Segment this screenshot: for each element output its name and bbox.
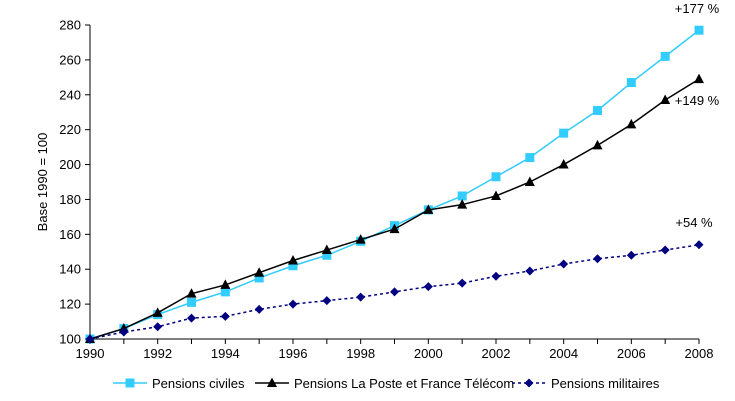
- data-point: [626, 118, 637, 129]
- data-point: [355, 234, 366, 244]
- data-point: [559, 259, 569, 269]
- y-tick-label: 120: [59, 297, 81, 312]
- data-point: [220, 287, 230, 297]
- data-point: [491, 172, 501, 182]
- data-point: [524, 176, 535, 186]
- data-point: [153, 322, 163, 332]
- y-tick-label: 100: [59, 332, 81, 347]
- legend-item: Pensions La Poste et France Télécom: [255, 376, 514, 391]
- data-point: [423, 204, 434, 214]
- x-tick-label: 1992: [143, 346, 172, 361]
- data-point: [626, 78, 636, 88]
- data-point: [288, 299, 298, 309]
- data-point: [186, 288, 197, 298]
- series-2: [85, 240, 704, 344]
- y-tick-label: 260: [59, 52, 81, 67]
- data-point: [525, 153, 535, 163]
- data-point: [254, 273, 264, 283]
- x-tick-label: 2000: [414, 346, 443, 361]
- data-point: [593, 105, 602, 115]
- x-tick-label: 2002: [482, 346, 511, 361]
- y-tick-label: 140: [59, 262, 81, 277]
- y-tick-label: 200: [59, 157, 81, 172]
- annotation-label: +177 %: [675, 1, 720, 16]
- data-point: [119, 327, 129, 337]
- data-point: [491, 190, 501, 200]
- x-tick-label: 2008: [685, 346, 714, 361]
- data-point: [491, 271, 501, 281]
- data-point: [390, 287, 399, 297]
- data-point: [457, 191, 467, 201]
- y-tick-label: 180: [59, 192, 81, 207]
- x-tick-label: 1996: [279, 346, 308, 361]
- data-point: [322, 250, 332, 260]
- x-tick-label: 1994: [211, 346, 240, 361]
- legend-marker: [267, 377, 277, 387]
- data-point: [660, 51, 670, 61]
- data-point: [288, 255, 298, 265]
- x-tick-label: 2006: [617, 346, 646, 361]
- data-point: [694, 25, 704, 35]
- data-point: [288, 261, 298, 271]
- y-tick-label: 240: [59, 87, 81, 102]
- data-point: [152, 307, 163, 317]
- series-line: [89, 78, 700, 340]
- data-point: [85, 334, 95, 344]
- data-point: [694, 240, 704, 250]
- data-point: [660, 94, 671, 105]
- annotation-group: +177 % +149 % +54 %: [675, 1, 720, 230]
- data-point: [220, 279, 231, 289]
- data-point: [592, 139, 603, 150]
- data-point: [457, 278, 467, 288]
- legend-marker: [125, 378, 135, 388]
- data-point: [322, 296, 332, 306]
- annotation-label: +149 %: [675, 93, 720, 108]
- y-tick-label: 160: [59, 227, 81, 242]
- legend-label: Pensions civiles: [152, 376, 245, 391]
- x-tick-label: 1998: [346, 346, 375, 361]
- data-point: [187, 297, 196, 307]
- legend-label: Pensions militaires: [551, 376, 660, 391]
- data-point: [593, 254, 602, 264]
- y-tick-group: 100 120 140 160 180 200 220 240 260 280: [59, 18, 90, 347]
- legend-label: Pensions La Poste et France Télécom: [294, 376, 514, 391]
- y-axis-title: Base 1990 = 100: [35, 133, 50, 232]
- x-tick-label: 1990: [76, 346, 105, 361]
- data-point: [254, 267, 265, 277]
- data-point: [423, 282, 433, 292]
- data-point: [389, 223, 400, 234]
- data-point: [321, 244, 332, 255]
- data-point: [457, 199, 468, 209]
- data-point: [660, 245, 670, 255]
- data-point: [694, 73, 704, 84]
- legend-marker: [524, 378, 534, 388]
- data-point: [559, 128, 569, 138]
- annotation-label: +54 %: [675, 215, 713, 230]
- data-point: [187, 313, 196, 323]
- x-tick-label: 2004: [549, 346, 578, 361]
- data-point: [626, 250, 636, 260]
- series-1: [85, 73, 704, 343]
- data-point: [220, 311, 230, 321]
- legend: Pensions civiles Pensions La Poste et Fra…: [113, 376, 660, 391]
- data-point: [525, 266, 535, 276]
- legend-item: Pensions civiles: [113, 376, 245, 391]
- y-tick-label: 220: [59, 122, 81, 137]
- data-point: [254, 304, 264, 314]
- data-point: [558, 159, 569, 169]
- data-point: [356, 292, 366, 302]
- series-group: [85, 25, 704, 344]
- y-tick-label: 280: [59, 18, 81, 33]
- legend-item: Pensions militaires: [512, 376, 660, 391]
- x-tick-group: 1990 1992 1994 1996 1998 2000 2002 2004 2006 2008: [76, 339, 714, 361]
